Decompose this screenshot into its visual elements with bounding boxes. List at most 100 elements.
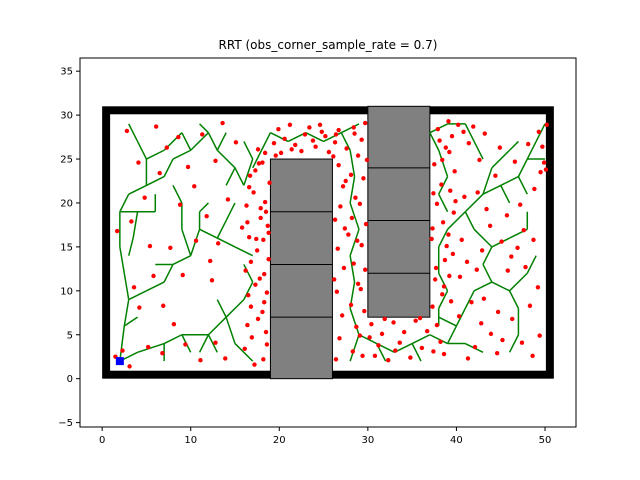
sample-point: [459, 237, 464, 243]
sample-point: [341, 265, 347, 271]
sample-point: [225, 197, 231, 202]
tree-edge: [163, 334, 183, 345]
sample-point: [449, 133, 455, 139]
tree-edge: [216, 220, 227, 239]
sample-point: [246, 184, 252, 190]
sample-point: [271, 141, 277, 146]
sample-point: [350, 349, 355, 354]
sample-point: [397, 340, 402, 345]
sample-point: [360, 353, 365, 359]
sample-point: [258, 215, 263, 221]
sample-point: [456, 122, 461, 127]
sample-point: [447, 149, 452, 155]
sample-point: [493, 173, 498, 178]
sample-point: [408, 355, 413, 360]
sample-point: [267, 180, 272, 185]
y-tick-label: 10: [60, 286, 73, 297]
start-marker: [115, 357, 124, 366]
sample-point: [457, 274, 463, 279]
sample-point: [193, 238, 199, 243]
tree-edge: [119, 246, 126, 274]
sample-point: [363, 221, 369, 227]
sample-point: [431, 191, 436, 196]
sample-point: [353, 195, 358, 200]
tree-edge: [199, 123, 209, 134]
sample-point: [289, 147, 294, 152]
sample-point: [518, 202, 523, 207]
sample-point: [361, 176, 366, 181]
sample-point: [462, 194, 467, 200]
sample-point: [540, 144, 545, 149]
axes-frame: [79, 57, 577, 428]
tree-edge: [128, 184, 147, 195]
tree-edge: [136, 141, 148, 160]
sample-point: [343, 178, 348, 184]
y-tick-label: 20: [60, 198, 73, 209]
sample-point: [401, 329, 407, 335]
tree-edge: [500, 185, 511, 204]
sample-point: [252, 362, 257, 367]
y-tick-label: 0: [67, 374, 73, 385]
tree-edge: [500, 175, 519, 187]
sample-point: [432, 277, 438, 282]
sample-point: [532, 186, 537, 192]
tree-edge: [119, 325, 126, 362]
sample-point: [254, 236, 259, 242]
sample-point: [443, 145, 448, 150]
sample-point: [429, 236, 434, 242]
sample-point: [488, 331, 494, 337]
sample-point: [253, 168, 258, 173]
sample-point: [351, 125, 356, 130]
tree-edge: [123, 299, 130, 327]
sample-point: [471, 124, 476, 129]
tree-edge: [216, 149, 236, 169]
sample-point: [146, 344, 151, 350]
sample-point: [248, 304, 254, 309]
sample-point: [440, 157, 445, 163]
tree-edge: [411, 343, 422, 362]
sample-point: [509, 254, 514, 259]
tree-edge: [225, 167, 236, 186]
sample-point: [198, 358, 203, 363]
sample-point: [444, 243, 449, 249]
sample-point: [441, 284, 447, 289]
sample-point: [260, 309, 265, 315]
x-axis: 0 10 20 30 40 50: [99, 427, 551, 446]
sample-point: [487, 223, 493, 229]
sample-point: [367, 335, 372, 340]
tree-edge: [438, 150, 449, 177]
sample-point: [494, 351, 500, 356]
sample-point: [265, 223, 270, 229]
tree-edge: [349, 202, 360, 230]
sample-point: [435, 126, 441, 132]
sample-point: [299, 148, 304, 154]
sample-point: [504, 213, 510, 218]
sample-point: [452, 169, 457, 174]
tree-edge: [438, 193, 449, 213]
sample-point: [469, 300, 474, 305]
sample-point: [512, 159, 518, 164]
sample-point: [472, 344, 478, 350]
tree-edge: [526, 255, 537, 274]
tree-edge: [207, 316, 227, 336]
sample-point: [120, 348, 125, 353]
sample-point: [446, 232, 451, 237]
tree-edge: [216, 299, 227, 318]
tree-edge: [234, 343, 254, 362]
tree-edge: [349, 150, 356, 177]
sample-point: [168, 245, 173, 250]
tree-edge: [127, 237, 134, 256]
sample-point: [257, 276, 262, 281]
tree-edge: [123, 316, 138, 327]
sample-point: [302, 132, 308, 137]
tree-edge: [323, 132, 342, 143]
tree-edge: [216, 132, 227, 151]
sample-point: [278, 150, 284, 156]
sample-point: [425, 329, 430, 334]
sample-point: [204, 213, 209, 219]
sample-point: [432, 162, 437, 167]
sample-point: [355, 153, 361, 158]
sample-point: [438, 339, 443, 344]
sample-point: [251, 190, 256, 195]
